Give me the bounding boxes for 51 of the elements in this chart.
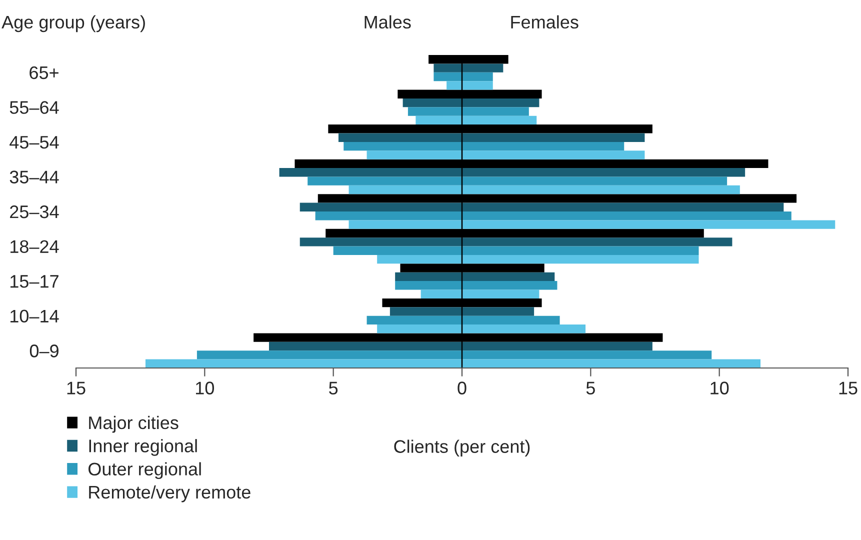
y-tick-label: 35–44 [10,170,59,184]
x-tick-label: 15 [67,382,86,394]
legend-label: Outer regional [88,462,201,480]
y-tick-label: 25–34 [10,205,59,218]
bar [377,324,586,334]
bar [420,290,540,298]
bar [390,307,534,316]
y-axis-title: Age group (years) [2,15,145,32]
bar [338,133,645,142]
x-tick-label: 5 [329,382,338,394]
bar [344,142,624,151]
bar [434,64,504,72]
bar [446,81,493,90]
bar [348,220,836,229]
legend-label: Major cities [89,416,178,433]
bar [269,342,652,351]
bar [366,150,645,160]
x-tick-label: 10 [710,382,729,394]
bar [395,272,555,282]
x-tick-label: 15 [839,382,858,394]
y-tick-label: 55–64 [10,101,59,114]
y-tick-label: 65+ [30,66,58,80]
x-tick-label: 0 [458,382,466,394]
y-tick-label: 0–9 [30,344,58,358]
bar [434,72,493,82]
y-tick-label: 15–17 [10,275,58,288]
legend-label: Remote/very remote [89,485,250,502]
bar [300,238,732,246]
bar [416,116,537,125]
bar [366,316,560,325]
bar [196,350,712,360]
y-tick-label: 18–24 [10,240,59,253]
bar [348,185,740,194]
bar [377,254,699,264]
y-tick-label: 10–14 [10,310,59,323]
bar [300,202,784,212]
bar [315,212,792,220]
legend-label: Inner regional [89,439,197,456]
bar [145,359,761,368]
text: Females [511,15,578,29]
bar [408,107,529,116]
x-tick-label: 5 [586,382,595,394]
text: Males [364,15,411,29]
bar [279,168,746,177]
x-axis-title: Clients (per cent) [394,440,530,457]
bar [333,246,699,255]
y-tick-label: 45–54 [10,136,59,149]
bar [308,176,728,186]
bar [395,281,558,290]
x-tick-label: 10 [196,382,214,394]
bar [402,98,540,108]
